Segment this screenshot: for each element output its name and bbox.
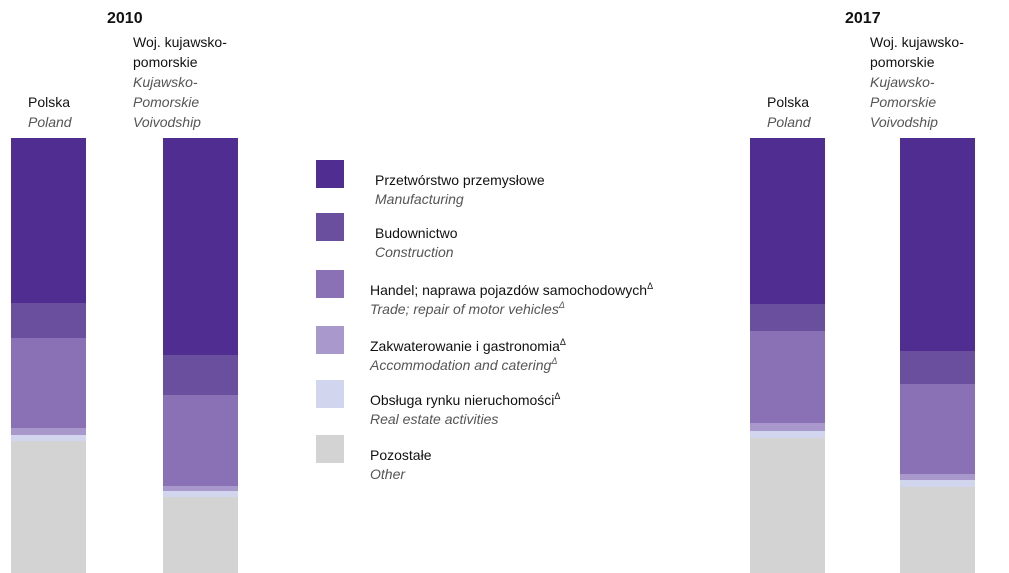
legend-name-pl: Przetwórstwo przemysłowe	[375, 172, 545, 188]
category-name: Woj. kujawsko-pomorskie	[870, 34, 964, 70]
legend-name-en: Real estate activities	[370, 411, 499, 427]
bar-segment	[750, 138, 825, 305]
legend-note-en: Δ	[551, 356, 558, 366]
bar-segment	[900, 480, 975, 488]
legend-swatch	[316, 160, 344, 188]
bar-segment	[163, 486, 238, 491]
legend-name: Obsługa rynku nieruchomościΔ	[370, 391, 560, 410]
bar-segment	[163, 395, 238, 486]
bar-segment	[163, 490, 238, 497]
legend-note-en: Δ	[558, 300, 565, 310]
legend-name-en-line: Other	[370, 465, 431, 484]
legend-name-en: Other	[370, 466, 406, 482]
legend-name: Zakwaterowanie i gastronomiaΔ	[370, 337, 566, 356]
category-name: Woj. kujawsko-pomorskie	[133, 34, 227, 70]
category-label: Polska Poland	[767, 92, 897, 132]
legend-name-en-line: Real estate activities	[370, 410, 560, 429]
bar-segment	[163, 355, 238, 396]
bar-segment	[163, 138, 238, 356]
legend-name-en: Construction	[375, 244, 454, 260]
legend-name: Budownictwo	[375, 224, 458, 243]
legend-swatch	[316, 326, 344, 354]
bar-segment	[750, 437, 825, 573]
legend-name-pl: Zakwaterowanie i gastronomia	[370, 338, 560, 354]
legend-text: Zakwaterowanie i gastronomiaΔ Accommodati…	[370, 337, 566, 375]
legend-name-pl: Budownictwo	[375, 225, 458, 241]
legend-name: Pozostałe	[370, 446, 431, 465]
category-label: Woj. kujawsko-pomorskie Kujawsko-Pomorski…	[133, 32, 263, 132]
bar-segment	[11, 138, 86, 303]
bar-segment	[750, 331, 825, 423]
legend-name: Przetwórstwo przemysłowe	[375, 171, 545, 190]
bar-segment	[900, 351, 975, 385]
bar-segment	[900, 384, 975, 475]
legend-name-pl: Obsługa rynku nieruchomości	[370, 392, 555, 408]
bar-segment	[11, 302, 86, 338]
bar-segment	[11, 337, 86, 428]
legend-name-en: Trade; repair of motor vehicles	[370, 301, 559, 317]
legend-text: Pozostałe Other	[370, 446, 431, 484]
legend-name-en-line: Trade; repair of motor vehiclesΔ	[370, 300, 653, 319]
category-name: Polska	[28, 94, 71, 110]
legend-name: Handel; naprawa pojazdów samochodowychΔ	[370, 281, 653, 300]
year-label: 2017	[845, 10, 881, 27]
legend-note: Δ	[559, 337, 566, 347]
bar-segment	[163, 496, 238, 573]
legend-swatch	[316, 435, 344, 463]
category-label: Woj. kujawsko-pomorskie Kujawsko-Pomorski…	[870, 32, 1000, 132]
legend-name-en-line: Accommodation and cateringΔ	[370, 356, 566, 375]
category-name-en: Poland	[28, 114, 72, 130]
year-label: 2010	[107, 10, 143, 27]
bar-segment	[900, 487, 975, 573]
legend-swatch	[316, 270, 344, 298]
bar-segment	[900, 138, 975, 352]
legend-name-en-line: Manufacturing	[375, 190, 545, 209]
category-name-en: Kujawsko-Pomorskie Voivodship	[870, 74, 938, 130]
category-name: Polska	[767, 94, 810, 110]
category-label: Polska Poland	[28, 92, 158, 132]
legend-note: Δ	[647, 281, 654, 291]
legend-name-en: Accommodation and catering	[370, 357, 552, 373]
legend-name-pl: Handel; naprawa pojazdów samochodowych	[370, 282, 648, 298]
legend-name-en: Manufacturing	[375, 191, 464, 207]
legend-name-pl: Pozostałe	[370, 447, 432, 463]
legend-text: Handel; naprawa pojazdów samochodowychΔ T…	[370, 281, 653, 319]
bar-segment	[11, 434, 86, 441]
bar-segment	[11, 440, 86, 573]
legend-note: Δ	[554, 391, 561, 401]
bar-segment	[750, 422, 825, 431]
legend-swatch	[316, 380, 344, 408]
legend-swatch	[316, 213, 344, 241]
legend-text: Obsługa rynku nieruchomościΔ Real estate …	[370, 391, 560, 429]
category-name-en: Kujawsko-Pomorskie Voivodship	[133, 74, 201, 130]
bar-segment	[750, 430, 825, 438]
bar-segment	[11, 427, 86, 435]
legend-text: Przetwórstwo przemysłowe Manufacturing	[375, 171, 545, 209]
legend-name-en-line: Construction	[375, 243, 458, 262]
bar-segment	[750, 304, 825, 332]
bar-segment	[900, 474, 975, 481]
legend-text: Budownictwo Construction	[375, 224, 458, 262]
category-name-en: Poland	[767, 114, 811, 130]
